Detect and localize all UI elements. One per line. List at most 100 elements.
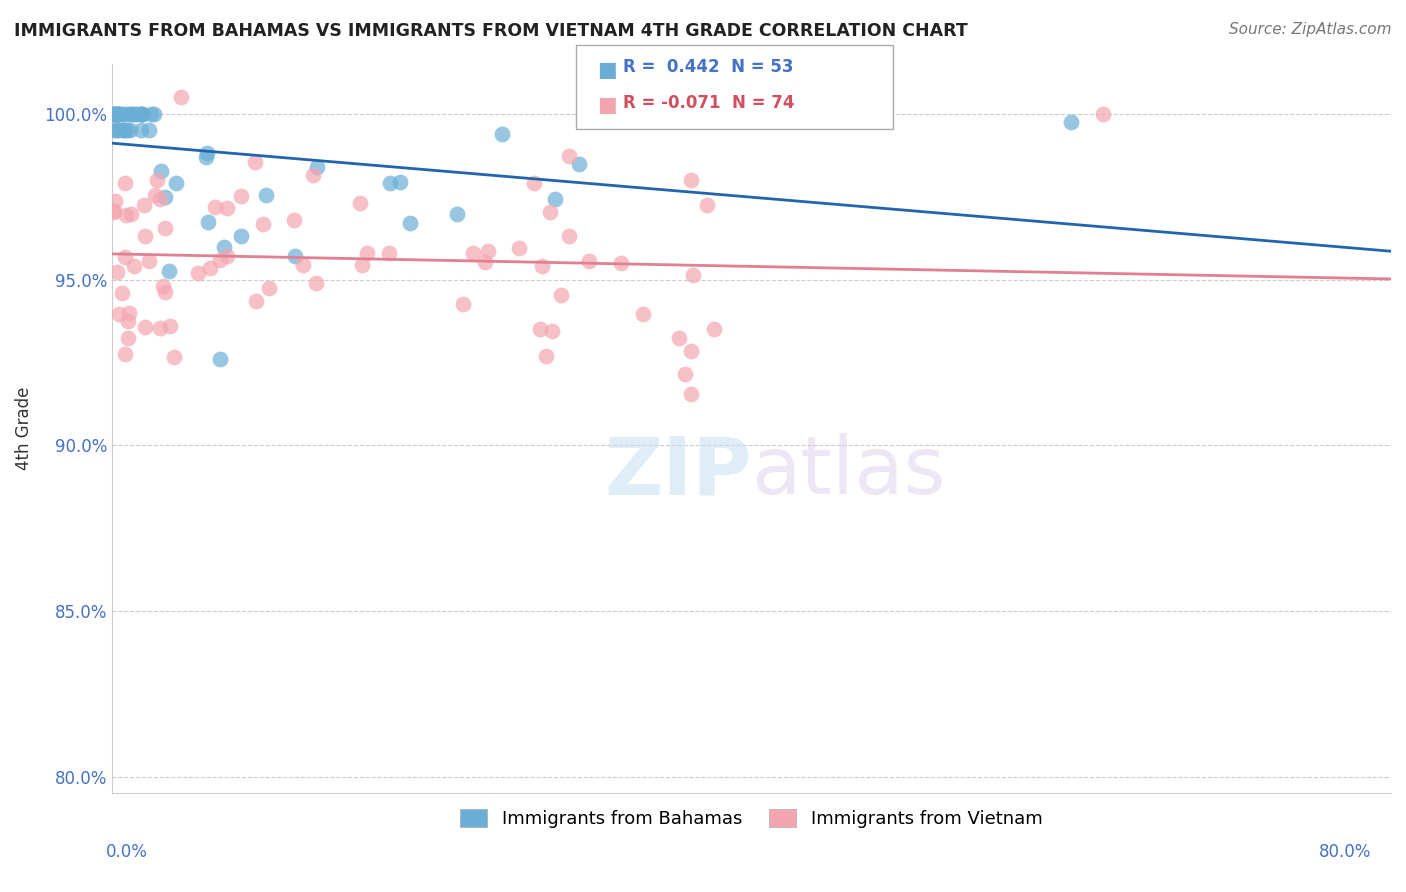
Point [292,258,315,272]
Point [118,306,141,320]
Point [187,266,209,280]
Point [388,175,411,189]
Point [155,285,177,299]
Point [104,107,127,121]
Point [114,347,136,361]
Point [491,127,513,141]
Point [682,268,704,282]
Point [668,331,690,345]
Point [558,229,581,244]
Text: IMMIGRANTS FROM BAHAMAS VS IMMIGRANTS FROM VIETNAM 4TH GRADE CORRELATION CHART: IMMIGRANTS FROM BAHAMAS VS IMMIGRANTS FR… [14,22,967,40]
Point [157,263,180,277]
Point [696,197,718,211]
Text: R = -0.071  N = 74: R = -0.071 N = 74 [623,94,794,112]
Point [108,307,131,321]
Point [108,107,131,121]
Point [463,246,485,260]
Point [150,163,173,178]
Point [349,195,371,210]
Point [111,107,134,121]
Point [350,258,373,272]
Point [103,107,125,121]
Point [125,107,148,121]
Point [215,201,238,215]
Point [129,107,152,121]
Point [284,249,307,263]
Point [304,276,326,290]
Point [252,217,274,231]
Text: Source: ZipAtlas.com: Source: ZipAtlas.com [1229,22,1392,37]
Point [229,229,252,244]
Point [557,148,579,162]
Text: ■: ■ [598,95,617,115]
Point [105,123,128,137]
Point [120,107,142,121]
Point [134,320,156,334]
Text: R =  0.442  N = 53: R = 0.442 N = 53 [623,58,793,76]
Point [143,107,166,121]
Point [134,228,156,243]
Point [138,254,160,268]
Point [115,208,138,222]
Point [115,107,138,121]
Point [578,254,600,268]
Point [103,194,125,208]
Point [523,177,546,191]
Point [204,200,226,214]
Point [131,123,153,137]
Point [103,123,125,137]
Point [633,307,655,321]
Point [107,107,129,121]
Point [451,297,474,311]
Point [163,351,186,365]
Point [477,244,499,258]
Point [107,123,129,137]
Point [112,123,135,137]
Point [146,173,169,187]
Point [108,107,131,121]
Point [105,107,128,121]
Point [197,215,219,229]
Text: ZIP: ZIP [605,434,751,511]
Point [165,176,187,190]
Point [283,212,305,227]
Point [508,241,530,255]
Point [544,192,567,206]
Point [198,260,221,275]
Text: 0.0%: 0.0% [105,843,148,861]
Text: ■: ■ [598,60,617,79]
Point [120,207,142,221]
Point [474,255,496,269]
Point [131,107,153,121]
Point [194,150,217,164]
Point [541,324,564,338]
Point [115,123,138,137]
Point [1092,107,1115,121]
Point [117,314,139,328]
Point [141,107,163,121]
Point [170,90,193,104]
Point [112,123,135,137]
Point [195,145,218,160]
Point [673,368,696,382]
Point [254,188,277,202]
Point [155,221,177,235]
Text: atlas: atlas [751,434,946,511]
Y-axis label: 4th Grade: 4th Grade [15,387,32,470]
Point [231,188,253,202]
Point [114,176,136,190]
Point [243,155,266,169]
Text: 80.0%: 80.0% [1319,843,1371,861]
Point [114,250,136,264]
Point [143,187,166,202]
Point [111,286,134,301]
Point [103,205,125,219]
Point [105,107,128,121]
Point [529,321,551,335]
Point [149,320,172,334]
Point [120,123,142,137]
Point [103,107,125,121]
Point [399,216,422,230]
Point [568,157,591,171]
Point [149,192,172,206]
